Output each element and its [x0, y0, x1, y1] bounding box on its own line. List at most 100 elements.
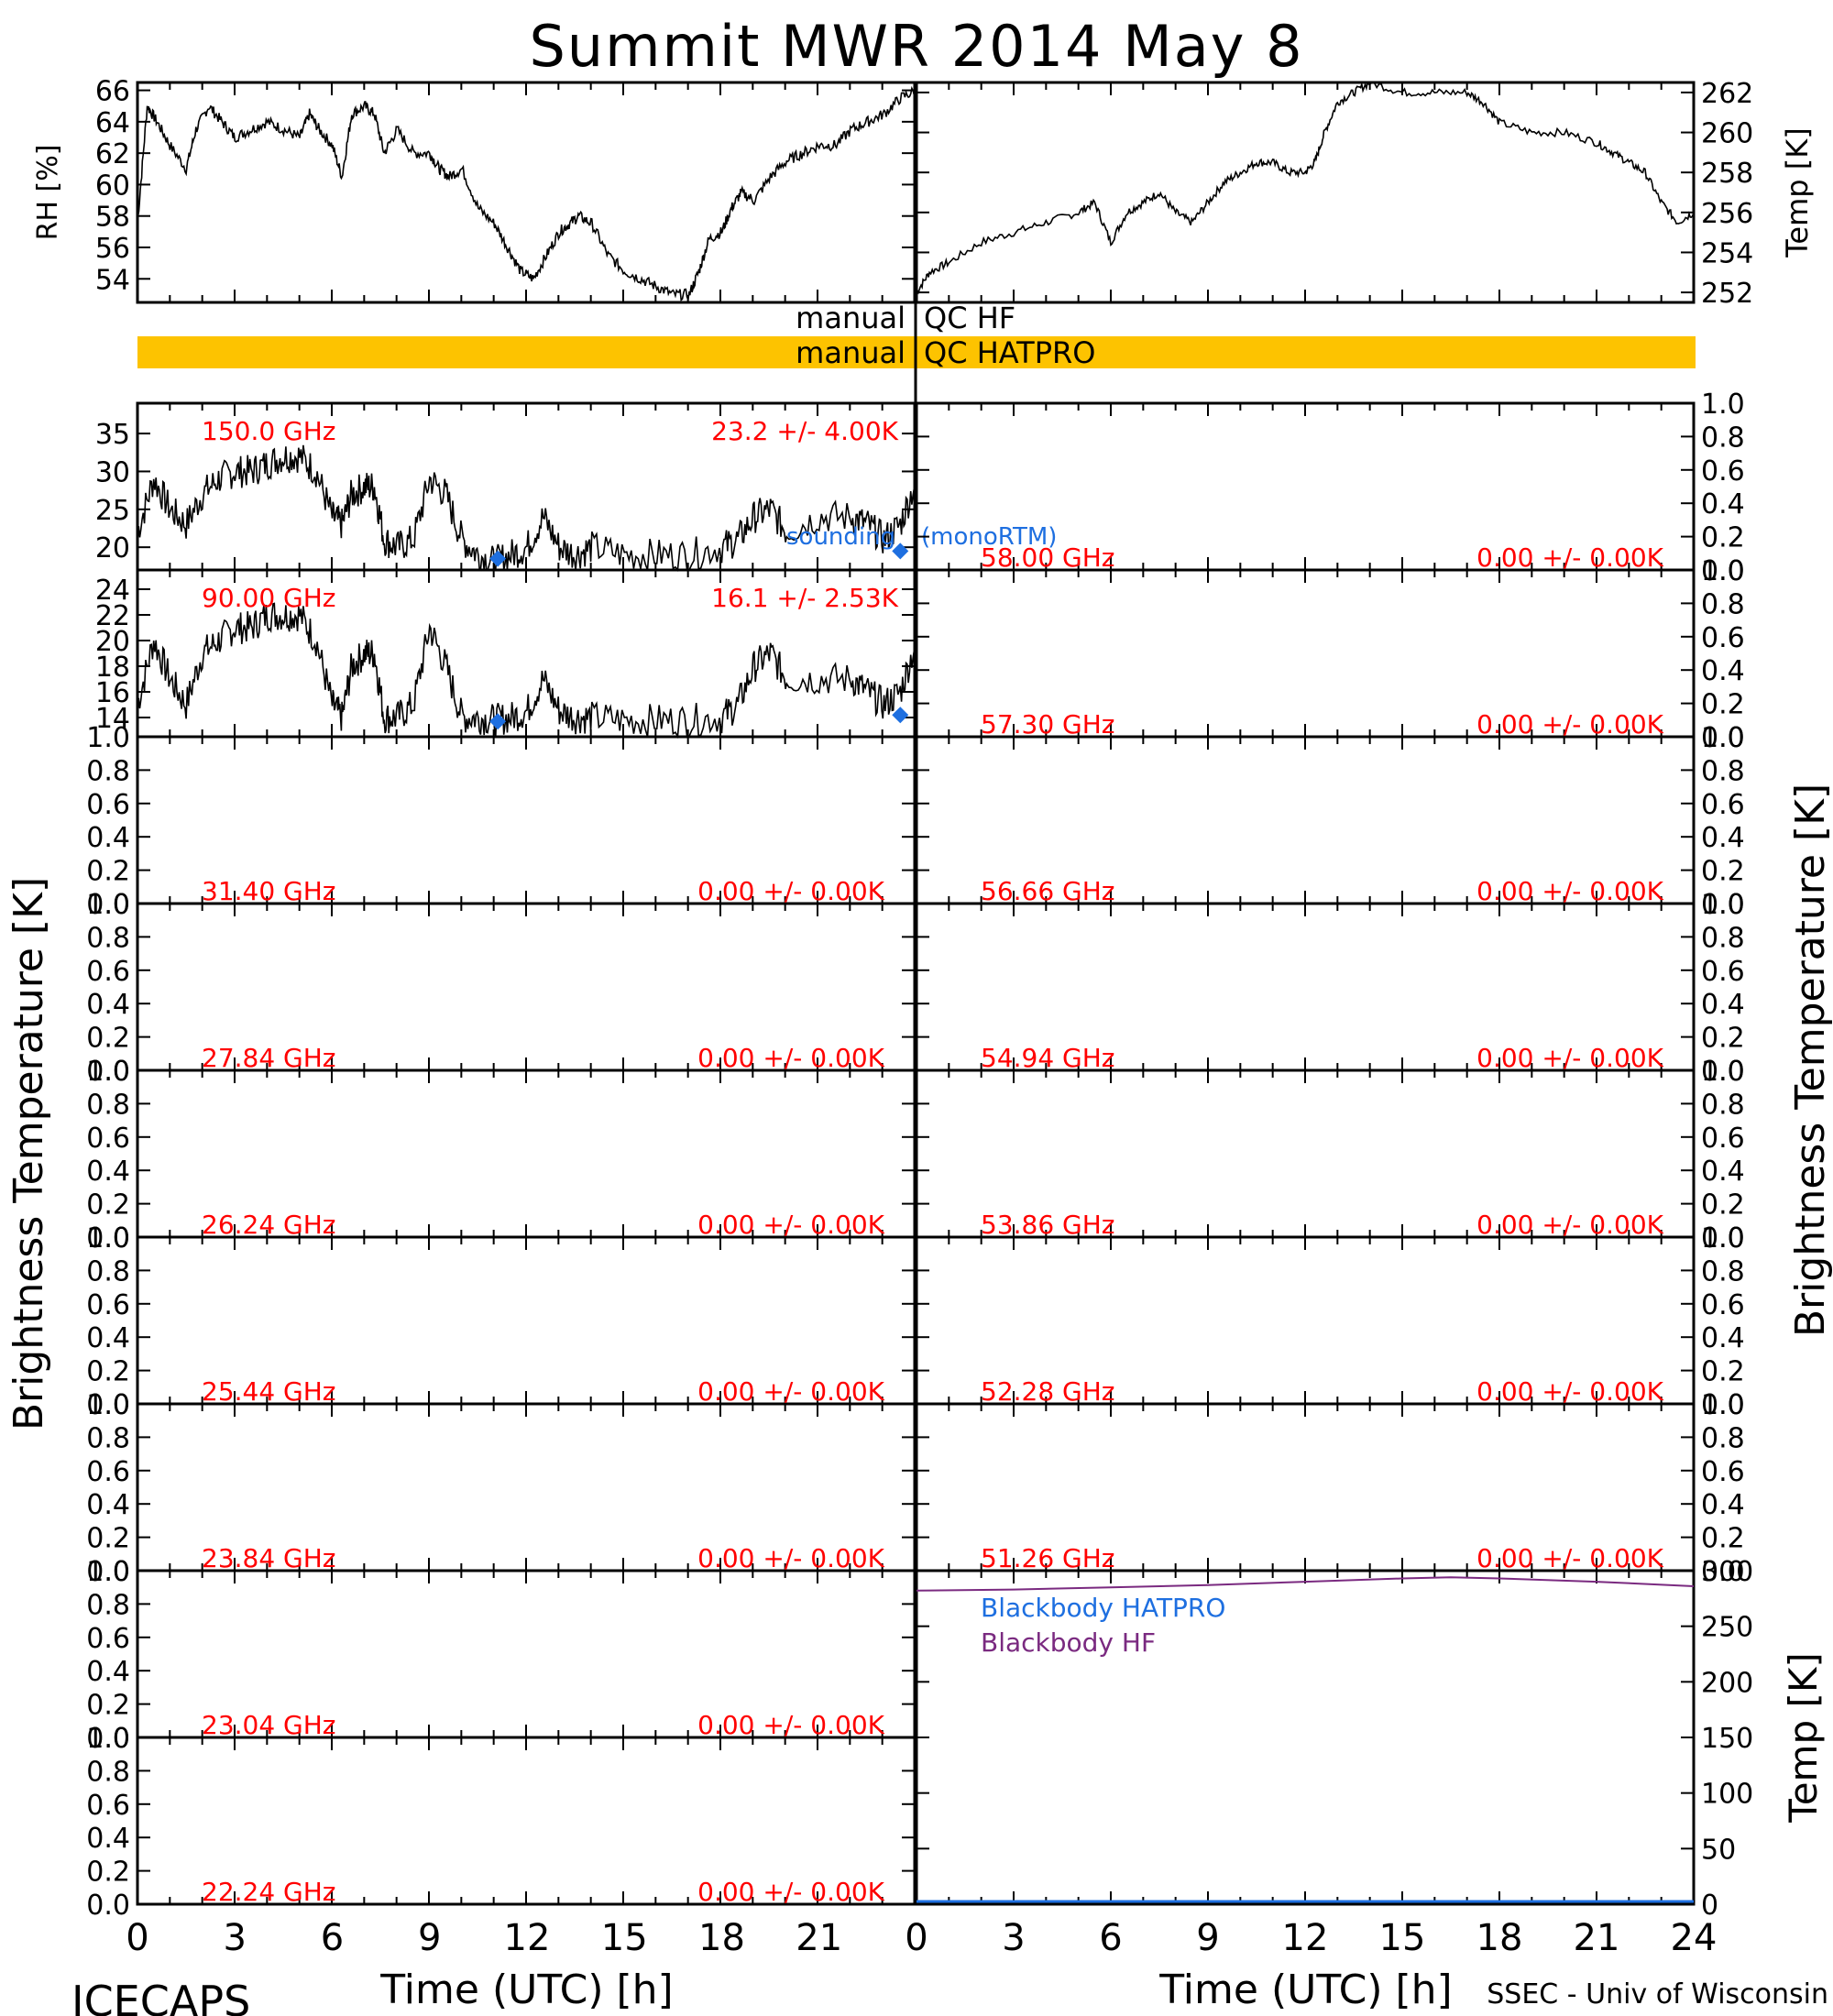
y-tick-label: 0.6 [86, 956, 130, 988]
y-tick-label: 254 [1701, 237, 1753, 269]
y-tick-label: 200 [1701, 1667, 1753, 1699]
y-tick-label: 0.4 [1701, 822, 1745, 854]
y-tick-label: 0.2 [86, 1023, 130, 1055]
rh-y-label: RH [%] [32, 145, 64, 241]
y-tick-label: 56 [95, 233, 130, 265]
y-tick-label: 1.0 [86, 1222, 130, 1255]
y-tick-label: 0.4 [86, 989, 130, 1021]
y-tick-label: 0.0 [1701, 1389, 1745, 1421]
y-tick-label: 0.0 [86, 889, 130, 921]
left-freq-label: 25.44 GHz [202, 1376, 336, 1407]
y-tick-label: 0.0 [1701, 1056, 1745, 1088]
y-tick-label: 0.4 [1701, 1156, 1745, 1188]
y-tick-label: 0.4 [86, 1489, 130, 1521]
right-freq-label: 53.86 GHz [981, 1210, 1115, 1240]
qc-hatpro-label: manual [796, 335, 906, 370]
left-empty-y-axis: 0.00.20.40.60.81.0 [86, 1723, 915, 1922]
left-stats-label: 0.00 +/- 0.00K [697, 1710, 884, 1740]
right-stats-label: 0.00 +/- 0.00K [1476, 709, 1663, 740]
left-stats-label: 0.00 +/- 0.00K [697, 1210, 884, 1240]
right-freq-label: 51.26 GHz [981, 1543, 1115, 1573]
y-tick-label: 0.6 [1701, 789, 1745, 821]
temp-y-label: Temp [K] [1780, 127, 1815, 257]
y-axis-label-left: Brightness Temperature [K] [5, 877, 52, 1430]
y-tick-label: 252 [1701, 278, 1753, 310]
y-tick-label: 0.8 [1701, 422, 1745, 454]
right-freq-label: 58.00 GHz [981, 542, 1115, 573]
y-tick-label: 0.8 [1701, 1422, 1745, 1454]
left-empty-y-axis: 0.00.20.40.60.81.0 [86, 1556, 915, 1755]
y-tick-label: 1.0 [86, 1056, 130, 1088]
page-title: Summit MWR 2014 May 8 [529, 13, 1303, 80]
y-tick-label: 60 [95, 170, 130, 202]
y-tick-label: 0.0 [1701, 889, 1745, 921]
right-empty-y-axis: 0.00.20.40.60.81.0 [916, 889, 1745, 1088]
y-tick-label: 262 [1701, 78, 1753, 110]
blackbody-hf-label: Blackbody HF [981, 1627, 1156, 1658]
y-tick-label: 14 [95, 703, 130, 735]
y-tick-label: 0.0 [86, 1556, 130, 1588]
left-stats-label: 0.00 +/- 0.00K [697, 1043, 884, 1073]
y-tick-label: 256 [1701, 198, 1753, 230]
y-tick-label: 100 [1701, 1779, 1753, 1811]
y-tick-label: 0.4 [1701, 1322, 1745, 1354]
right-empty-y-axis: 0.00.20.40.60.81.0 [916, 1056, 1745, 1255]
y-tick-label: 0.6 [86, 1123, 130, 1155]
x-tick-label-left: 0 [126, 1917, 148, 1959]
left-freq-label: 23.04 GHz [202, 1710, 336, 1740]
y-tick-label: 250 [1701, 1612, 1753, 1644]
footer-left: ICECAPS [71, 1977, 250, 2016]
y-tick-label: 0.6 [86, 1456, 130, 1488]
x-tick-label-right: 18 [1476, 1917, 1523, 1959]
y-tick-label: 0.6 [86, 1623, 130, 1655]
y-tick-label: 0.6 [86, 1289, 130, 1321]
footer-right: SSEC - Univ of Wisconsin [1487, 1978, 1828, 2011]
x-tick-label-left: 3 [224, 1917, 247, 1959]
y-tick-label: 0.8 [1701, 755, 1745, 787]
y-tick-label: 0.8 [1701, 588, 1745, 620]
tb150-freq-label: 150.0 GHz [202, 416, 336, 446]
rh-panel-frame [136, 81, 916, 304]
rh-x-ticks [137, 82, 916, 302]
y-tick-label: 0.6 [1701, 1289, 1745, 1321]
x-tick-label-right: 3 [1002, 1917, 1025, 1959]
temp-x-ticks [916, 82, 1695, 302]
x-tick-label-right: 15 [1379, 1917, 1426, 1959]
y-tick-label: 0.2 [86, 1857, 130, 1889]
left-stats-label: 0.00 +/- 0.00K [697, 876, 884, 906]
y-tick-label: 0.8 [86, 1255, 130, 1287]
left-panel-x-ticks [137, 1237, 916, 1404]
y-tick-label: 300 [1701, 1556, 1753, 1588]
y-tick-label: 0.0 [86, 1222, 130, 1255]
y-tick-label: 0.8 [86, 922, 130, 954]
y-tick-label: 20 [95, 626, 130, 658]
x-tick-label-right: 24 [1671, 1917, 1718, 1959]
qc-hatpro-text: QC HATPRO [924, 335, 1095, 370]
right-freq-label: 56.66 GHz [981, 876, 1115, 906]
y-tick-label: 0.4 [1701, 655, 1745, 687]
y-tick-label: 260 [1701, 118, 1753, 150]
y-tick-label: 25 [95, 495, 130, 527]
y-tick-label: 22 [95, 600, 130, 632]
y-tick-label: 1.0 [1701, 722, 1745, 754]
x-tick-label-right: 21 [1574, 1917, 1620, 1959]
y-tick-label: 0.0 [1701, 722, 1745, 754]
y-axis-label-right: Brightness Temperature [K] [1787, 783, 1833, 1337]
left-stats-label: 0.00 +/- 0.00K [697, 1877, 884, 1907]
y-tick-label: 0.2 [1701, 1023, 1745, 1055]
y-tick-label: 0.4 [86, 1156, 130, 1188]
y-tick-label: 0.2 [86, 1189, 130, 1222]
y-tick-label: 0.8 [1701, 922, 1745, 954]
y-tick-label: 0.4 [1701, 488, 1745, 520]
rh-series-line [137, 85, 917, 302]
y-tick-label: 1.0 [86, 1723, 130, 1755]
y-tick-label: 0.2 [1701, 1523, 1745, 1555]
monortm-label: (monoRTM) [921, 523, 1057, 551]
blackbody-y-axis: 0 50 100 150 200 250 300 [916, 1556, 1753, 1922]
y-tick-label: 18 [95, 652, 130, 684]
y-tick-label: 0.2 [86, 856, 130, 888]
right-panel-x-ticks [916, 403, 1695, 570]
y-tick-label: 0.4 [1701, 989, 1745, 1021]
y-tick-label: 1.0 [1701, 1222, 1745, 1255]
